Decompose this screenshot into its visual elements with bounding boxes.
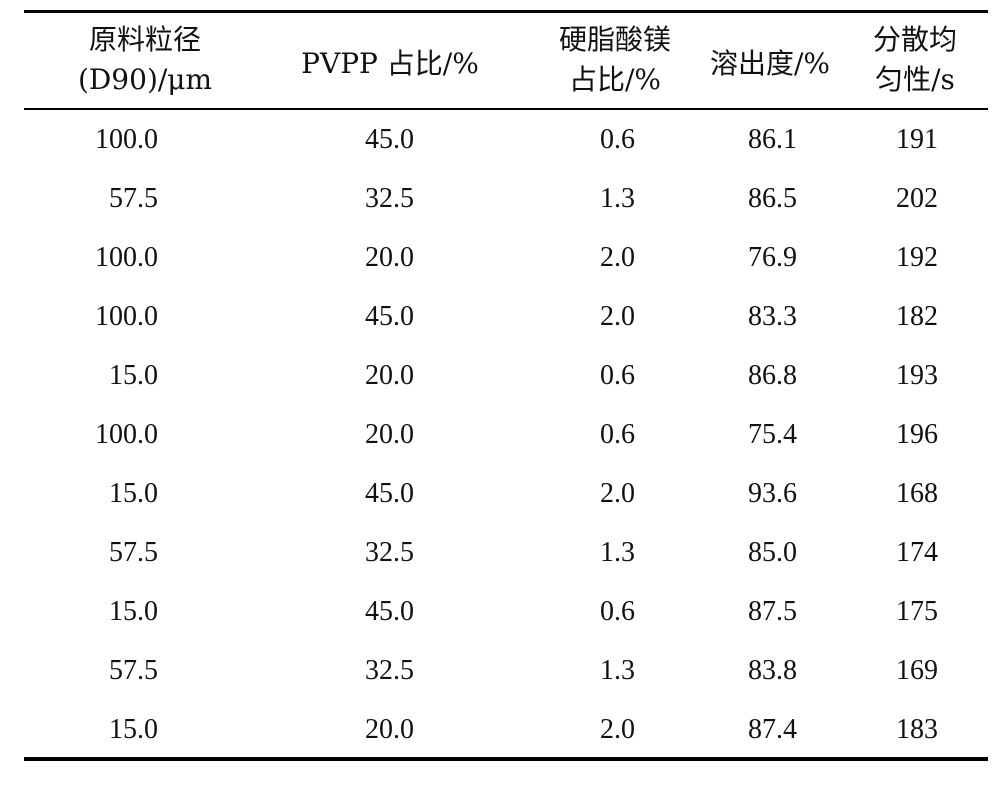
table-top-rule: [24, 10, 988, 13]
cell-dispersion: 202: [896, 182, 938, 214]
cell-pvpp: 20.0: [365, 713, 414, 745]
table-row: 15.0 20.0 2.0 87.4 183: [24, 700, 988, 759]
cell-mg-stearate: 0.6: [600, 595, 635, 627]
cell-dissolution: 83.3: [748, 300, 797, 332]
cell-particle-size: 57.5: [109, 182, 158, 214]
header-line: 原料粒径: [88, 23, 201, 56]
cell-mg-stearate: 2.0: [600, 477, 635, 509]
cell-mg-stearate: 2.0: [600, 713, 635, 745]
cell-particle-size: 100.0: [95, 300, 158, 332]
cell-particle-size: 100.0: [95, 123, 158, 155]
cell-dispersion: 174: [896, 536, 938, 568]
header-line: 硬脂酸镁: [558, 23, 671, 56]
table-bottom-rule: [24, 757, 988, 761]
cell-pvpp: 32.5: [365, 182, 414, 214]
table-row: 57.5 32.5 1.3 83.8 169: [24, 641, 988, 700]
cell-dispersion: 196: [896, 418, 938, 450]
header-line: 占比/%: [568, 63, 662, 96]
cell-dispersion: 191: [896, 123, 938, 155]
header-dispersion-uniformity: 分散均 匀性/s: [850, 20, 980, 100]
cell-dissolution: 87.5: [748, 595, 797, 627]
cell-particle-size: 100.0: [95, 418, 158, 450]
cell-pvpp: 45.0: [365, 300, 414, 332]
cell-mg-stearate: 2.0: [600, 300, 635, 332]
cell-mg-stearate: 0.6: [600, 418, 635, 450]
header-dissolution: 溶出度/%: [690, 44, 850, 84]
cell-mg-stearate: 2.0: [600, 241, 635, 273]
cell-pvpp: 32.5: [365, 536, 414, 568]
header-line: 溶出度/%: [709, 47, 831, 80]
cell-pvpp: 45.0: [365, 595, 414, 627]
cell-dissolution: 86.8: [748, 359, 797, 391]
table-row: 57.5 32.5 1.3 86.5 202: [24, 169, 988, 228]
cell-dispersion: 175: [896, 595, 938, 627]
header-line: (D90)/μm: [77, 63, 213, 96]
cell-dispersion: 183: [896, 713, 938, 745]
table-row: 15.0 45.0 2.0 93.6 168: [24, 464, 988, 523]
header-line: 匀性/s: [875, 63, 955, 96]
table-row: 57.5 32.5 1.3 85.0 174: [24, 523, 988, 582]
cell-particle-size: 15.0: [109, 595, 158, 627]
cell-pvpp: 45.0: [365, 123, 414, 155]
table-row: 100.0 20.0 2.0 76.9 192: [24, 228, 988, 287]
cell-mg-stearate: 0.6: [600, 123, 635, 155]
cell-pvpp: 32.5: [365, 654, 414, 686]
table-row: 100.0 45.0 0.6 86.1 191: [24, 110, 988, 169]
cell-particle-size: 100.0: [95, 241, 158, 273]
cell-dissolution: 86.1: [748, 123, 797, 155]
cell-mg-stearate: 1.3: [600, 182, 635, 214]
cell-pvpp: 20.0: [365, 418, 414, 450]
cell-dissolution: 85.0: [748, 536, 797, 568]
cell-dissolution: 87.4: [748, 713, 797, 745]
table-row: 15.0 20.0 0.6 86.8 193: [24, 346, 988, 405]
cell-dissolution: 93.6: [748, 477, 797, 509]
table-header-rule: [24, 108, 988, 110]
cell-particle-size: 57.5: [109, 654, 158, 686]
table-body: 100.0 45.0 0.6 86.1 191 57.5 32.5 1.3 86…: [24, 110, 988, 759]
table-row: 100.0 45.0 2.0 83.3 182: [24, 287, 988, 346]
cell-pvpp: 45.0: [365, 477, 414, 509]
cell-mg-stearate: 1.3: [600, 536, 635, 568]
table-row: 15.0 45.0 0.6 87.5 175: [24, 582, 988, 641]
header-particle-size: 原料粒径 (D90)/μm: [60, 20, 230, 100]
cell-mg-stearate: 1.3: [600, 654, 635, 686]
cell-dispersion: 193: [896, 359, 938, 391]
cell-dispersion: 169: [896, 654, 938, 686]
cell-dispersion: 192: [896, 241, 938, 273]
cell-particle-size: 15.0: [109, 713, 158, 745]
header-pvpp-ratio: PVPP 占比/%: [280, 44, 500, 84]
cell-dispersion: 182: [896, 300, 938, 332]
cell-particle-size: 15.0: [109, 359, 158, 391]
cell-dissolution: 76.9: [748, 241, 797, 273]
header-mg-stearate-ratio: 硬脂酸镁 占比/%: [530, 20, 700, 100]
cell-mg-stearate: 0.6: [600, 359, 635, 391]
cell-dispersion: 168: [896, 477, 938, 509]
cell-pvpp: 20.0: [365, 359, 414, 391]
cell-dissolution: 75.4: [748, 418, 797, 450]
cell-pvpp: 20.0: [365, 241, 414, 273]
cell-particle-size: 57.5: [109, 536, 158, 568]
cell-particle-size: 15.0: [109, 477, 158, 509]
header-line: PVPP 占比/%: [301, 47, 479, 80]
cell-dissolution: 83.8: [748, 654, 797, 686]
header-line: 分散均: [872, 23, 957, 56]
cell-dissolution: 86.5: [748, 182, 797, 214]
table-row: 100.0 20.0 0.6 75.4 196: [24, 405, 988, 464]
